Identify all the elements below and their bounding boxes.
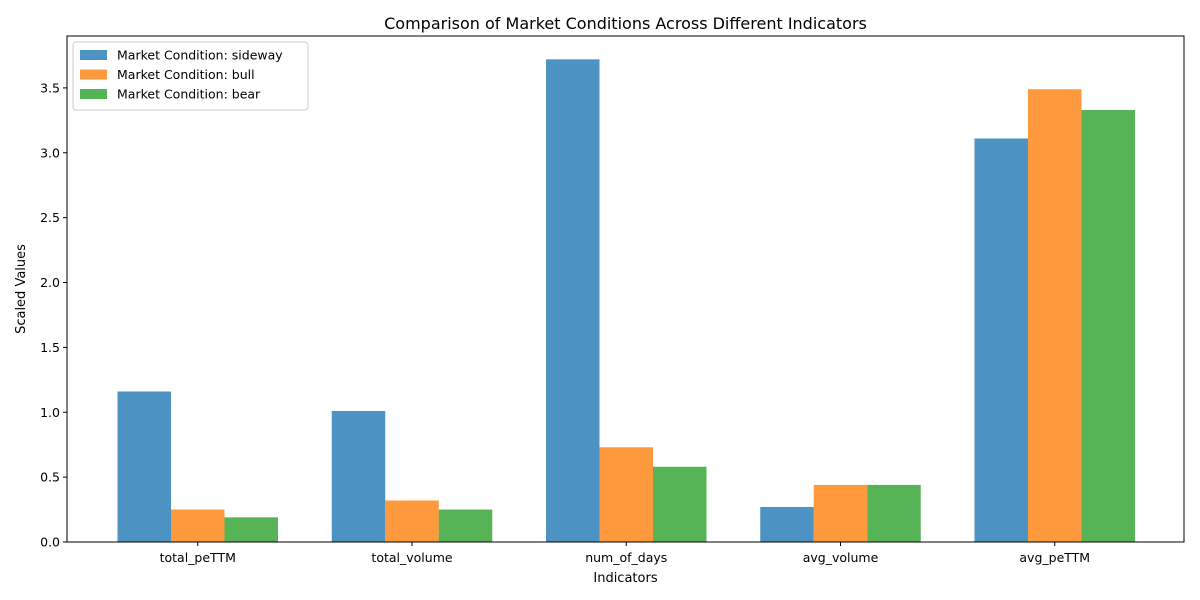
x-tick-label: avg_volume — [803, 550, 879, 565]
y-axis-ticks: 0.0 0.5 1.0 1.5 2.0 2.5 3.0 3.5 — [40, 80, 67, 550]
bar-total_volume-series-1 — [331, 410, 386, 542]
y-tick-label: 3.0 — [40, 145, 60, 160]
bar-total_peTTM-series-2 — [171, 509, 225, 542]
x-tick-label: total_volume — [371, 550, 452, 565]
bar-avg_volume-series-1 — [760, 506, 814, 542]
bar-num_of_days-series-3 — [653, 466, 707, 542]
legend-label-3: Market Condition: bear — [117, 87, 261, 102]
legend-swatch-2 — [80, 69, 107, 80]
bar-num_of_days-series-2 — [599, 447, 653, 542]
y-tick-label: 1.5 — [40, 340, 60, 355]
bar-avg_peTTM-series-1 — [974, 138, 1028, 542]
y-tick-label: 3.5 — [40, 80, 60, 95]
legend-label-1: Market Condition: sideway — [117, 48, 283, 63]
y-axis-label: Scaled Values — [14, 244, 29, 334]
y-tick-label: 1.0 — [40, 405, 60, 420]
bar-avg_volume-series-2 — [813, 484, 868, 542]
y-tick-label: 0.5 — [40, 470, 60, 485]
x-axis-label: Indicators — [593, 571, 657, 586]
legend-box — [72, 41, 309, 111]
bar-avg_peTTM-series-2 — [1028, 89, 1082, 542]
chart-title: Comparison of Market Conditions Across D… — [384, 14, 867, 33]
legend-swatch-3 — [80, 89, 107, 99]
x-tick-label: num_of_days — [585, 550, 667, 565]
legend: Market Condition: sideway Market Conditio… — [72, 41, 309, 111]
bar-num_of_days-series-1 — [546, 59, 600, 542]
bar-total_volume-series-2 — [385, 500, 439, 542]
y-tick-label: 0.0 — [40, 535, 60, 550]
bar-avg_peTTM-series-3 — [1081, 109, 1135, 542]
y-tick-label: 2.0 — [40, 275, 60, 290]
bar-total_volume-series-3 — [438, 509, 493, 542]
legend-label-2: Market Condition: bull — [117, 67, 255, 82]
y-tick-label: 2.5 — [40, 210, 60, 225]
x-tick-label: total_peTTM — [160, 550, 236, 565]
bar-avg_volume-series-3 — [867, 484, 921, 542]
bars-group — [117, 59, 1135, 542]
x-axis-ticks: total_peTTM total_volume num_of_days avg_vo… — [160, 542, 1090, 565]
bar-total_peTTM-series-1 — [117, 391, 171, 542]
legend-swatch-1 — [80, 50, 107, 60]
bar-total_peTTM-series-3 — [224, 517, 278, 542]
plot-frame — [66, 35, 1185, 543]
x-tick-label: avg_peTTM — [1019, 550, 1090, 565]
